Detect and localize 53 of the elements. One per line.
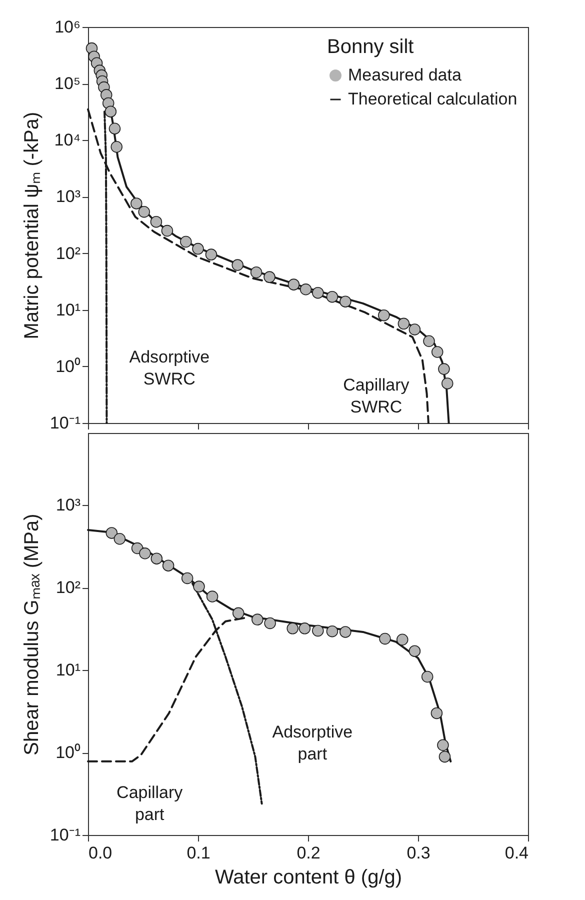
point	[288, 278, 300, 290]
annotation: Capillary part	[116, 782, 184, 824]
annotation: Capillary SWRC	[343, 375, 410, 416]
point	[150, 216, 162, 228]
x-tick-label: 0.0	[88, 844, 112, 862]
point	[138, 206, 150, 218]
point	[438, 363, 450, 375]
legend-label: Measured data	[348, 66, 462, 84]
y-tick-label: 10⁰	[56, 356, 80, 376]
y-axis-title: Matric potential ψₘ (-kPa)	[20, 112, 43, 340]
annotation: Adsorptive part	[272, 722, 353, 764]
point	[250, 266, 262, 278]
y-tick-label: 10²	[56, 244, 81, 263]
point	[192, 242, 204, 255]
point	[104, 106, 117, 118]
point	[312, 286, 324, 299]
point	[108, 122, 121, 134]
point	[264, 271, 276, 283]
y-tick-label: 10¹	[56, 660, 81, 680]
point	[378, 309, 390, 322]
point	[180, 236, 192, 248]
point	[441, 378, 454, 390]
x-axis-title: Water content θ (g/g)	[214, 866, 402, 888]
point	[340, 296, 352, 308]
legend-title: Bonny silt	[327, 36, 414, 58]
point	[398, 318, 410, 330]
x-tick-label: 0.4	[504, 844, 528, 862]
point	[205, 248, 218, 260]
y-tick-label: 10²	[56, 578, 81, 598]
legend-label: Theoretical calculation	[348, 90, 518, 108]
x-tick-label: 0.1	[186, 844, 210, 862]
y-tick-label: 10⁰	[56, 743, 80, 762]
x-tick-label: 0.2	[296, 844, 320, 862]
y-tick-label: 10⁻¹	[50, 826, 81, 844]
y-tick-label: 10¹	[56, 300, 81, 320]
point	[408, 324, 421, 336]
y-tick-label: 10³	[56, 496, 81, 515]
x-tick-label: 0.3	[406, 844, 430, 862]
y-tick-label: 10⁴	[54, 130, 80, 150]
y-tick-label: 10³	[56, 187, 81, 206]
y-axis-title: Shear modulus Gₘₐₓ (MPa)	[20, 514, 43, 756]
y-tick-label: 10⁶	[54, 18, 80, 36]
point	[326, 290, 338, 303]
annotation: Adsorptive SWRC	[129, 348, 210, 389]
point	[423, 335, 435, 347]
point	[300, 284, 312, 296]
y-tick-label: 10⁵	[54, 74, 80, 94]
point	[161, 224, 174, 237]
point	[110, 141, 122, 153]
point	[232, 259, 244, 271]
point	[431, 346, 444, 358]
y-tick-label: 10⁻¹	[50, 414, 81, 432]
point	[130, 198, 142, 210]
